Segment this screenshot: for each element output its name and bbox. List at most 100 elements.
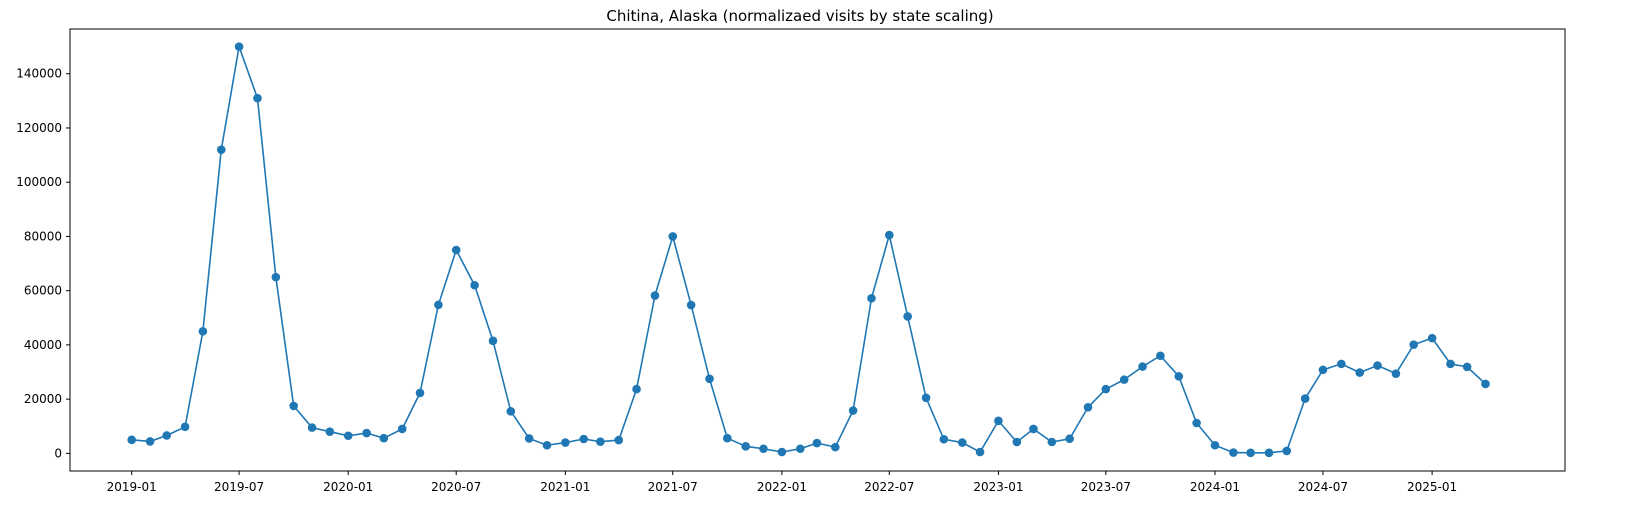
data-point-2023-07: [1101, 384, 1111, 394]
data-point-2023-04: [1047, 437, 1057, 447]
data-point-2019-03: [162, 431, 171, 440]
chart-title: Chitina, Alaska (normalizaed visits by s…: [606, 7, 993, 25]
plot-area: [127, 42, 1490, 458]
data-point-2023-09: [1138, 362, 1147, 371]
data-point-2024-10: [1373, 361, 1382, 370]
data-point-2023-02: [1012, 437, 1022, 447]
data-point-2025-02: [1446, 359, 1455, 369]
data-point-2021-10: [723, 433, 732, 443]
x-tick-label: 2020-01: [323, 480, 373, 494]
data-point-2020-07: [451, 245, 461, 255]
x-tick-label: 2022-01: [757, 480, 807, 494]
data-point-2020-01: [343, 431, 353, 441]
x-tick-label: 2020-07: [431, 480, 481, 494]
data-point-2019-08: [253, 93, 262, 103]
data-point-2023-10: [1156, 351, 1165, 361]
x-tick-label: 2023-01: [973, 480, 1023, 494]
data-point-2024-01: [1210, 440, 1220, 450]
data-point-2019-11: [307, 423, 317, 432]
data-point-2021-05: [632, 384, 641, 394]
data-point-2022-11: [957, 438, 967, 447]
data-point-2022-03: [812, 438, 822, 448]
data-point-2022-05: [848, 406, 858, 415]
x-axis: 2019-01 2019-07 2020-01 2020-07 2021-01 2021-…: [107, 471, 1457, 494]
data-point-2025-03: [1462, 362, 1472, 372]
y-axis: 0 20000 40000 60000 80000 100000 120000 140000: [16, 67, 70, 460]
x-tick-label: 2021-07: [648, 480, 698, 494]
data-point-2020-11: [524, 434, 534, 443]
data-point-2019-09: [271, 272, 281, 282]
y-tick-label: 40000: [24, 338, 62, 352]
y-tick-label: 140000: [16, 67, 62, 81]
data-point-2024-06: [1300, 394, 1310, 403]
y-tick-label: 100000: [16, 175, 62, 189]
data-point-2020-03: [379, 433, 389, 443]
data-point-2023-12: [1192, 418, 1201, 428]
x-tick-label: 2022-07: [864, 480, 914, 494]
x-tick-label: 2021-01: [540, 480, 590, 494]
data-point-2021-06: [650, 291, 660, 300]
data-point-2023-01: [994, 416, 1003, 426]
data-point-2021-11: [741, 442, 751, 451]
data-point-2021-07: [668, 232, 678, 241]
data-point-2020-08: [470, 280, 479, 290]
data-point-2021-08: [686, 300, 696, 310]
data-point-2021-09: [705, 374, 714, 384]
data-point-2019-06: [216, 145, 226, 154]
data-point-2020-10: [506, 407, 516, 416]
data-point-2019-05: [198, 327, 208, 336]
data-point-2023-03: [1029, 424, 1038, 434]
data-point-2019-07: [234, 42, 244, 51]
data-point-2019-10: [289, 401, 298, 411]
data-point-2022-09: [921, 393, 931, 403]
data-point-2022-06: [867, 293, 876, 303]
data-point-2022-07: [884, 230, 894, 240]
data-point-2021-03: [596, 437, 605, 447]
data-point-2024-03: [1246, 448, 1255, 458]
data-point-2022-10: [939, 434, 949, 444]
data-point-2021-01: [561, 438, 570, 447]
data-point-2019-02: [145, 437, 155, 446]
data-point-2019-04: [180, 422, 190, 432]
y-tick-label: 80000: [24, 229, 62, 243]
data-point-2024-04: [1264, 448, 1274, 458]
y-tick-label: 60000: [24, 284, 62, 298]
data-point-2022-04: [831, 442, 840, 452]
y-tick-label: 0: [54, 446, 62, 460]
data-point-2022-01: [777, 447, 787, 457]
data-point-2019-12: [325, 427, 335, 436]
data-point-2020-04: [397, 424, 407, 434]
x-tick-label: 2019-01: [107, 480, 157, 494]
data-point-2025-04: [1481, 379, 1490, 389]
x-tick-label: 2019-07: [214, 480, 264, 494]
data-point-2022-12: [975, 447, 985, 457]
data-point-2024-08: [1337, 359, 1346, 369]
data-point-2024-02: [1229, 448, 1238, 457]
data-point-2020-02: [362, 428, 371, 438]
data-point-2024-09: [1355, 368, 1365, 377]
data-point-2024-07: [1318, 365, 1328, 375]
data-point-2021-04: [614, 435, 624, 445]
x-tick-label: 2024-01: [1190, 480, 1240, 494]
plot-frame: [69, 28, 1566, 472]
data-point-2022-08: [903, 312, 912, 321]
data-point-2024-05: [1282, 446, 1292, 456]
x-tick-label: 2024-07: [1298, 480, 1348, 494]
data-point-2020-06: [434, 300, 443, 310]
data-point-2021-02: [579, 434, 589, 444]
x-tick-label: 2025-01: [1407, 480, 1457, 494]
data-point-2023-08: [1119, 375, 1129, 384]
data-point-2025-01: [1427, 333, 1437, 343]
y-tick-label: 20000: [24, 392, 62, 406]
data-point-2023-11: [1174, 372, 1184, 381]
x-tick-label: 2023-07: [1081, 480, 1131, 494]
data-point-2019-01: [127, 435, 136, 445]
data-point-2024-12: [1409, 340, 1419, 349]
data-point-2020-05: [415, 388, 425, 398]
data-point-2020-09: [488, 336, 498, 346]
data-point-2023-05: [1065, 434, 1074, 444]
data-point-2020-12: [542, 440, 552, 450]
y-tick-label: 120000: [16, 121, 62, 135]
series-line-0: [131, 43, 1487, 454]
